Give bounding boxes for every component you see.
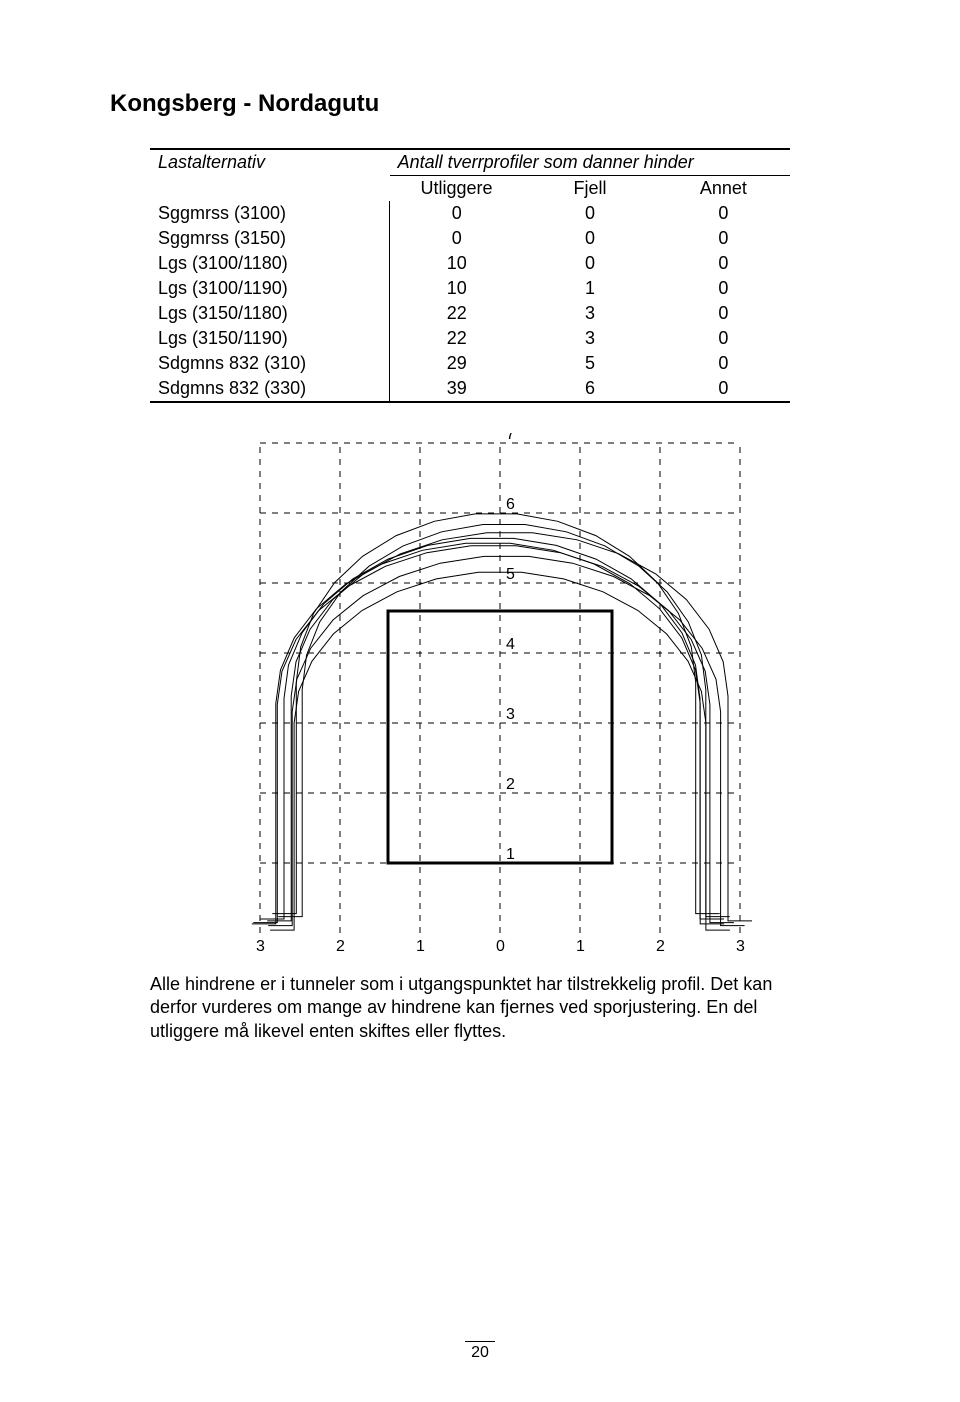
profile-table: Lastalternativ Antall tverrprofiler som … xyxy=(150,148,790,403)
svg-text:2: 2 xyxy=(336,938,345,953)
cell: 3 xyxy=(523,301,656,326)
table-row: Sdgmns 832 (310)2950 xyxy=(150,351,790,376)
svg-text:6: 6 xyxy=(506,496,515,513)
cell: 1 xyxy=(523,276,656,301)
cell: 0 xyxy=(390,201,524,226)
table-row: Lgs (3150/1180)2230 xyxy=(150,301,790,326)
svg-text:1: 1 xyxy=(576,938,585,953)
cell: 10 xyxy=(390,251,524,276)
cell: 0 xyxy=(657,351,790,376)
cell: 0 xyxy=(523,201,656,226)
svg-text:0: 0 xyxy=(496,938,505,953)
svg-text:3: 3 xyxy=(506,706,515,723)
col-fjell: Fjell xyxy=(523,176,656,202)
svg-text:2: 2 xyxy=(656,938,665,953)
svg-text:1: 1 xyxy=(506,846,515,863)
row-label: Lgs (3100/1180) xyxy=(150,251,390,276)
svg-text:2: 2 xyxy=(506,776,515,793)
table-row: Sggmrss (3100)000 xyxy=(150,201,790,226)
table-corner: Lastalternativ xyxy=(150,149,390,176)
page-title: Kongsberg - Nordagutu xyxy=(110,90,850,118)
row-label: Sdgmns 832 (310) xyxy=(150,351,390,376)
table-row: Sggmrss (3150)000 xyxy=(150,226,790,251)
col-utliggere: Utliggere xyxy=(390,176,524,202)
row-label: Sdgmns 832 (330) xyxy=(150,376,390,402)
cell: 0 xyxy=(657,201,790,226)
cell: 0 xyxy=(523,226,656,251)
svg-text:7: 7 xyxy=(506,433,515,443)
svg-text:3: 3 xyxy=(256,938,265,953)
cell: 0 xyxy=(390,226,524,251)
svg-text:5: 5 xyxy=(506,566,515,583)
cell: 22 xyxy=(390,326,524,351)
table-span-header: Antall tverrprofiler som danner hinder xyxy=(390,149,790,176)
svg-text:1: 1 xyxy=(416,938,425,953)
cell: 0 xyxy=(657,376,790,402)
cell: 0 xyxy=(657,326,790,351)
cell: 22 xyxy=(390,301,524,326)
cell: 39 xyxy=(390,376,524,402)
cell: 0 xyxy=(523,251,656,276)
table-row: Lgs (3100/1180)1000 xyxy=(150,251,790,276)
cell: 10 xyxy=(390,276,524,301)
cell: 5 xyxy=(523,351,656,376)
row-label: Sggmrss (3150) xyxy=(150,226,390,251)
tunnel-cross-section-figure: 3 2 1 0 1 2 3 1 2 3 4 5 6 7 xyxy=(220,433,780,953)
cell: 0 xyxy=(657,276,790,301)
row-label: Sggmrss (3100) xyxy=(150,201,390,226)
cell: 0 xyxy=(657,301,790,326)
svg-text:3: 3 xyxy=(736,938,745,953)
table-row: Lgs (3150/1190)2230 xyxy=(150,326,790,351)
table-row: Lgs (3100/1190)1010 xyxy=(150,276,790,301)
table-row: Sdgmns 832 (330)3960 xyxy=(150,376,790,402)
body-paragraph: Alle hindrene er i tunneler som i utgang… xyxy=(150,973,810,1043)
row-label: Lgs (3100/1190) xyxy=(150,276,390,301)
row-label: Lgs (3150/1190) xyxy=(150,326,390,351)
cell: 0 xyxy=(657,226,790,251)
cell: 6 xyxy=(523,376,656,402)
cell: 0 xyxy=(657,251,790,276)
page-number: 20 xyxy=(0,1341,960,1362)
svg-text:4: 4 xyxy=(506,636,515,653)
cell: 3 xyxy=(523,326,656,351)
col-annet: Annet xyxy=(657,176,790,202)
row-label: Lgs (3150/1180) xyxy=(150,301,390,326)
cell: 29 xyxy=(390,351,524,376)
